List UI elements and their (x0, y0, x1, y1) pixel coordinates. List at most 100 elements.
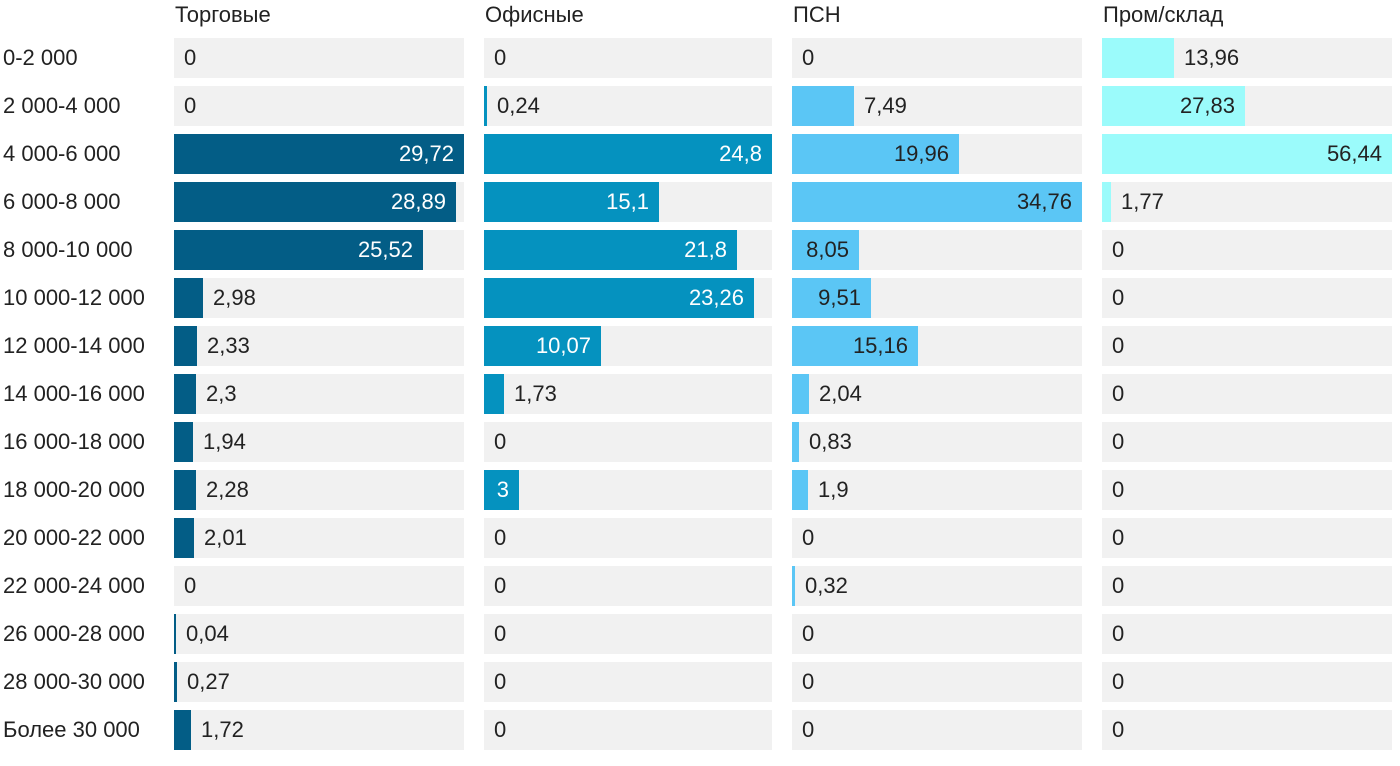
category-label: 28 000-30 000 (3, 669, 145, 694)
bar-track: 0 (484, 38, 772, 78)
bar (484, 230, 737, 270)
category-label: 20 000-22 000 (3, 525, 145, 550)
data-label: 7,49 (864, 93, 907, 118)
bar-track: 0 (484, 710, 772, 750)
bar (174, 182, 456, 222)
category-label: 0-2 000 (3, 45, 78, 70)
bar (484, 182, 659, 222)
data-label: 0 (802, 45, 815, 70)
bar-track: 2,98 (174, 278, 464, 318)
bar (792, 566, 795, 606)
bar-track: 19,96 (792, 134, 1082, 174)
data-label: 2,04 (819, 381, 862, 406)
data-label: 0 (1112, 285, 1125, 310)
data-label: 0 (1112, 429, 1125, 454)
data-label: 2,28 (206, 477, 249, 502)
bar (792, 326, 918, 366)
bar-track: 0 (484, 422, 772, 462)
bar (174, 134, 464, 174)
data-label: 10,07 (535, 333, 591, 358)
bar (1102, 182, 1111, 222)
data-label: 24,8 (719, 141, 762, 166)
data-label: 0 (494, 429, 507, 454)
bar-track: 24,8 (484, 134, 772, 174)
bar-track: 0 (174, 566, 464, 606)
data-label: 15,16 (852, 333, 908, 358)
bar-track: 0 (792, 614, 1082, 654)
bar (484, 86, 487, 126)
bar-track: 0 (1102, 374, 1392, 414)
bar-track: 0 (1102, 710, 1392, 750)
bar (174, 662, 177, 702)
bar-track: 3 (484, 470, 772, 510)
data-label: 1,77 (1121, 189, 1164, 214)
bar-track: 0 (792, 518, 1082, 558)
data-label: 8,05 (806, 237, 849, 262)
data-label: 21,8 (684, 237, 727, 262)
category-label: 16 000-18 000 (3, 429, 145, 454)
data-label: 1,72 (201, 717, 244, 742)
data-label: 0,27 (187, 669, 230, 694)
data-label: 0 (1112, 621, 1125, 646)
data-label: 0 (494, 717, 507, 742)
bar (792, 470, 808, 510)
data-label: 0 (494, 621, 507, 646)
bar (484, 278, 754, 318)
data-label: 1,9 (818, 477, 849, 502)
bar (792, 278, 871, 318)
bar (174, 278, 203, 318)
bar-track: 0 (174, 38, 464, 78)
bar-track: 0,27 (174, 662, 464, 702)
bar-track: 0,04 (174, 614, 464, 654)
bar (484, 470, 519, 510)
category-label: 8 000-10 000 (3, 237, 133, 262)
bar (174, 374, 196, 414)
bar-track: 9,51 (792, 278, 1082, 318)
bar-track: 28,89 (174, 182, 464, 222)
data-label: 0 (1112, 573, 1125, 598)
data-label: 2,3 (206, 381, 237, 406)
data-label: 0 (184, 45, 197, 70)
data-label: 2,98 (213, 285, 256, 310)
bar-track: 2,01 (174, 518, 464, 558)
data-label: 0 (802, 669, 815, 694)
data-label: 0 (184, 573, 197, 598)
data-label: 0 (184, 93, 197, 118)
data-label: 0 (802, 717, 815, 742)
bar-track: 21,8 (484, 230, 772, 270)
bar-track: 0 (1102, 230, 1392, 270)
bar (1102, 38, 1174, 78)
data-label: 13,96 (1184, 45, 1240, 70)
category-label: 14 000-16 000 (3, 381, 145, 406)
bar-track: 2,04 (792, 374, 1082, 414)
bar-track: 2,3 (174, 374, 464, 414)
bar (792, 374, 809, 414)
data-label: 34,76 (1016, 189, 1072, 214)
bar-track: 0 (484, 566, 772, 606)
data-label: 0 (802, 525, 815, 550)
bar-track: 25,52 (174, 230, 464, 270)
bar-track: 1,94 (174, 422, 464, 462)
bar (174, 326, 197, 366)
data-label: 2,33 (207, 333, 250, 358)
bar-track: 0 (1102, 566, 1392, 606)
bar-track: 0,83 (792, 422, 1082, 462)
data-label: 2,01 (204, 525, 247, 550)
bar-track: 10,07 (484, 326, 772, 366)
data-label: 1,73 (514, 381, 557, 406)
category-label: 22 000-24 000 (3, 573, 145, 598)
data-label: 0 (1112, 237, 1125, 262)
bar (174, 518, 194, 558)
category-label: 2 000-4 000 (3, 93, 121, 118)
data-label: 56,44 (1326, 141, 1382, 166)
bar (484, 374, 504, 414)
bar-track: 0 (1102, 278, 1392, 318)
bar-track: 1,72 (174, 710, 464, 750)
bar-track: 15,1 (484, 182, 772, 222)
series-title: ПСН (793, 2, 841, 27)
bar (792, 86, 854, 126)
bar-track: 8,05 (792, 230, 1082, 270)
data-label: 0,83 (809, 429, 852, 454)
data-label: 0 (494, 669, 507, 694)
bar (792, 134, 959, 174)
